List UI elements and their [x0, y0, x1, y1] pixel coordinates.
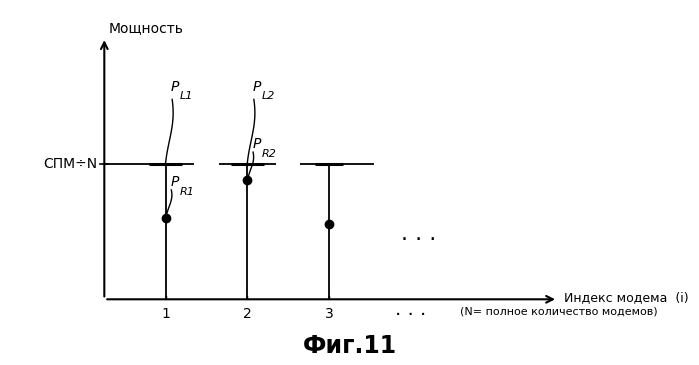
Text: Фиг.11: Фиг.11	[303, 334, 396, 358]
Text: Индекс модема  (i): Индекс модема (i)	[565, 291, 689, 304]
Text: P: P	[252, 80, 261, 94]
Text: 2: 2	[243, 307, 252, 322]
Text: Мощность: Мощность	[108, 20, 183, 35]
Text: P: P	[252, 137, 261, 151]
Text: L1: L1	[180, 91, 193, 101]
Text: · · ·: · · ·	[401, 230, 437, 250]
Text: R2: R2	[261, 149, 276, 159]
Text: P: P	[171, 80, 179, 94]
Text: L2: L2	[261, 91, 275, 101]
Text: (N= полное количество модемов): (N= полное количество модемов)	[460, 306, 658, 316]
Text: R1: R1	[180, 187, 194, 197]
Text: СПМ÷N: СПМ÷N	[43, 157, 98, 171]
Text: P: P	[171, 174, 179, 189]
Text: 3: 3	[325, 307, 333, 322]
Text: · · ·: · · ·	[395, 306, 426, 325]
Text: 1: 1	[161, 307, 170, 322]
